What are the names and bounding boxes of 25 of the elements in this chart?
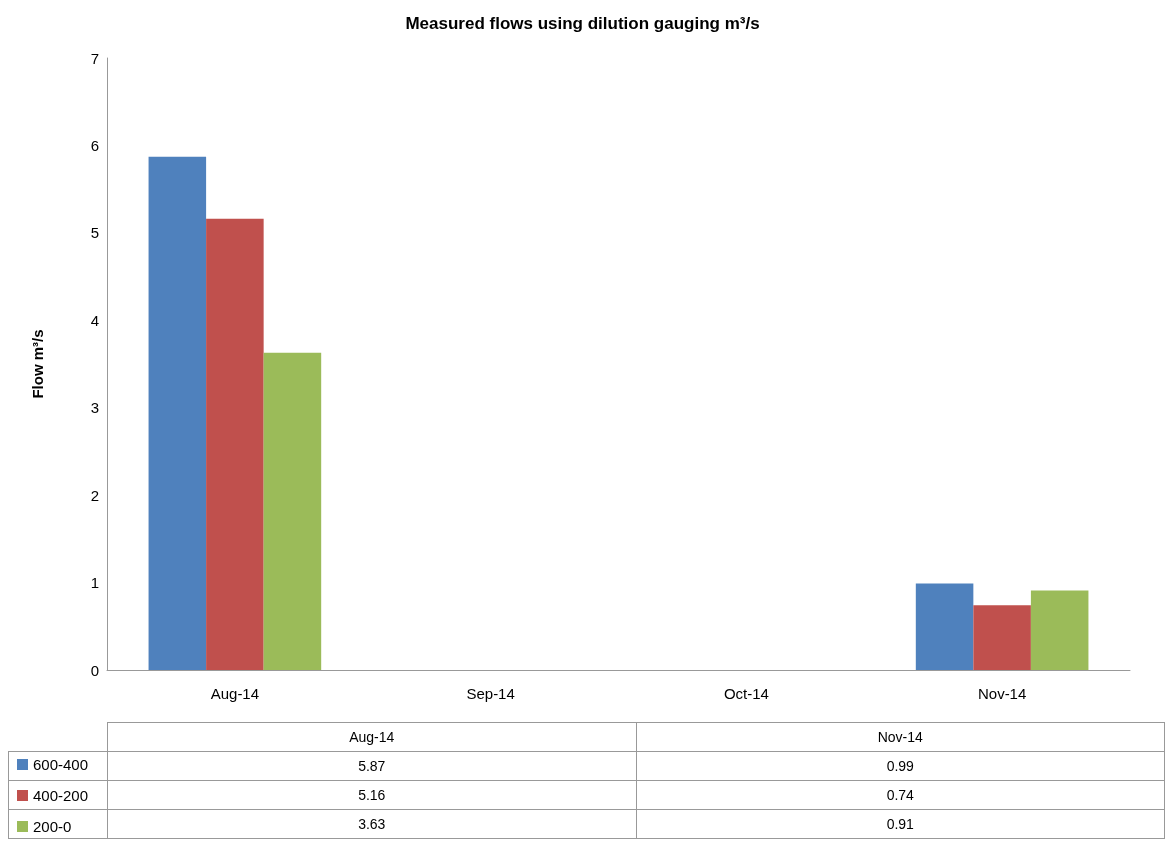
legend-label: 600-400 — [33, 756, 89, 773]
legend-label: 400-200 — [33, 787, 89, 804]
text: 0.74 — [636, 780, 1165, 810]
x-tick-label: Nov-14 — [977, 685, 1027, 702]
text: 5.16 — [107, 780, 637, 810]
text: 5.87 — [107, 751, 637, 781]
y-tick-label: 5 — [90, 224, 99, 242]
y-tick-label: 7 — [90, 49, 99, 67]
text: 0.99 — [636, 751, 1165, 781]
x-tick-label: Sep-14 — [466, 685, 515, 702]
y-axis-title: Flow m³/s — [29, 329, 46, 399]
y-tick-label: 3 — [90, 399, 99, 417]
text: 3.63 — [107, 809, 637, 839]
category-label: Aug-14 — [349, 729, 395, 745]
category-label: Nov-14 — [877, 729, 923, 745]
y-tick-label: 1 — [90, 574, 99, 592]
text: 0.91 — [636, 809, 1165, 839]
x-tick-label: Aug-14 — [210, 685, 260, 702]
legend-label: 200-0 — [33, 818, 72, 835]
chart-title: Measured flows using dilution gauging m³/s — [405, 14, 760, 33]
y-tick-label: 0 — [90, 661, 99, 679]
y-tick-label: 6 — [90, 136, 99, 154]
y-tick-label: 2 — [90, 486, 99, 504]
y-tick-label: 4 — [90, 311, 99, 329]
x-tick-label: Oct-14 — [723, 685, 769, 702]
